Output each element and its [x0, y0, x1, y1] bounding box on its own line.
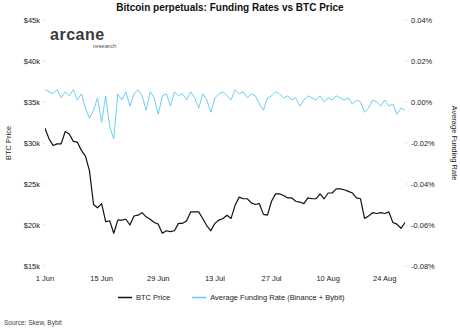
y-tick-label: $45k	[24, 16, 41, 25]
legend-label: Average Funding Rate (Binance + Bybit)	[210, 293, 345, 302]
y2-tick-label: -0.08%	[411, 262, 435, 271]
legend-swatch	[118, 297, 132, 299]
y-tick	[42, 143, 45, 144]
y2-tick	[405, 266, 408, 267]
funding-line	[45, 90, 405, 139]
brand-subtitle: research	[93, 43, 116, 49]
y2-tick	[405, 143, 408, 144]
background	[0, 0, 460, 331]
y2-tick	[405, 20, 408, 21]
chart: Bitcoin perpetuals: Funding Rates vs BTC…	[0, 0, 460, 331]
y2-tick-label: 0.04%	[411, 16, 433, 25]
source: Source: Skew, Bybit	[4, 319, 62, 327]
y-tick-label: $30k	[24, 139, 41, 148]
y-axis-title: BTC Price	[4, 126, 13, 160]
y-tick	[42, 266, 45, 267]
y2-tick-label: -0.04%	[411, 180, 435, 189]
brand: arcane	[50, 26, 105, 43]
y-tick-label: $40k	[24, 57, 41, 66]
x-tick-label: 15 Jun	[90, 274, 113, 283]
y2-tick	[405, 184, 408, 185]
y2-tick-label: 0.02%	[411, 57, 433, 66]
y2-tick	[405, 61, 408, 62]
y-tick-label: $15k	[24, 262, 41, 271]
y2-tick-label: 0.00%	[411, 98, 433, 107]
x-tick-label: 10 Aug	[316, 274, 339, 283]
y-tick-label: $25k	[24, 180, 41, 189]
y-tick-label: $35k	[24, 98, 41, 107]
y-tick	[42, 102, 45, 103]
y-tick	[42, 20, 45, 21]
legend-label: BTC Price	[136, 293, 170, 302]
title: Bitcoin perpetuals: Funding Rates vs BTC…	[116, 2, 344, 13]
x-tick-label: 24 Aug	[373, 274, 396, 283]
y2-axis-title: Average Funding Rate	[450, 106, 459, 181]
x-tick-label: 29 Jun	[147, 274, 170, 283]
price-line	[45, 128, 405, 233]
y-tick	[42, 225, 45, 226]
x-tick-label: 1 Jun	[36, 274, 54, 283]
y2-tick	[405, 225, 408, 226]
y-tick-label: $20k	[24, 221, 41, 230]
y2-tick	[405, 102, 408, 103]
x-tick-label: 27 Jul	[262, 274, 282, 283]
y2-tick-label: -0.02%	[411, 139, 435, 148]
legend-swatch	[192, 297, 206, 299]
plot-area	[45, 90, 405, 234]
y-tick	[42, 61, 45, 62]
y-tick	[42, 184, 45, 185]
y2-tick-label: -0.06%	[411, 221, 435, 230]
x-tick-label: 13 Jul	[205, 274, 225, 283]
